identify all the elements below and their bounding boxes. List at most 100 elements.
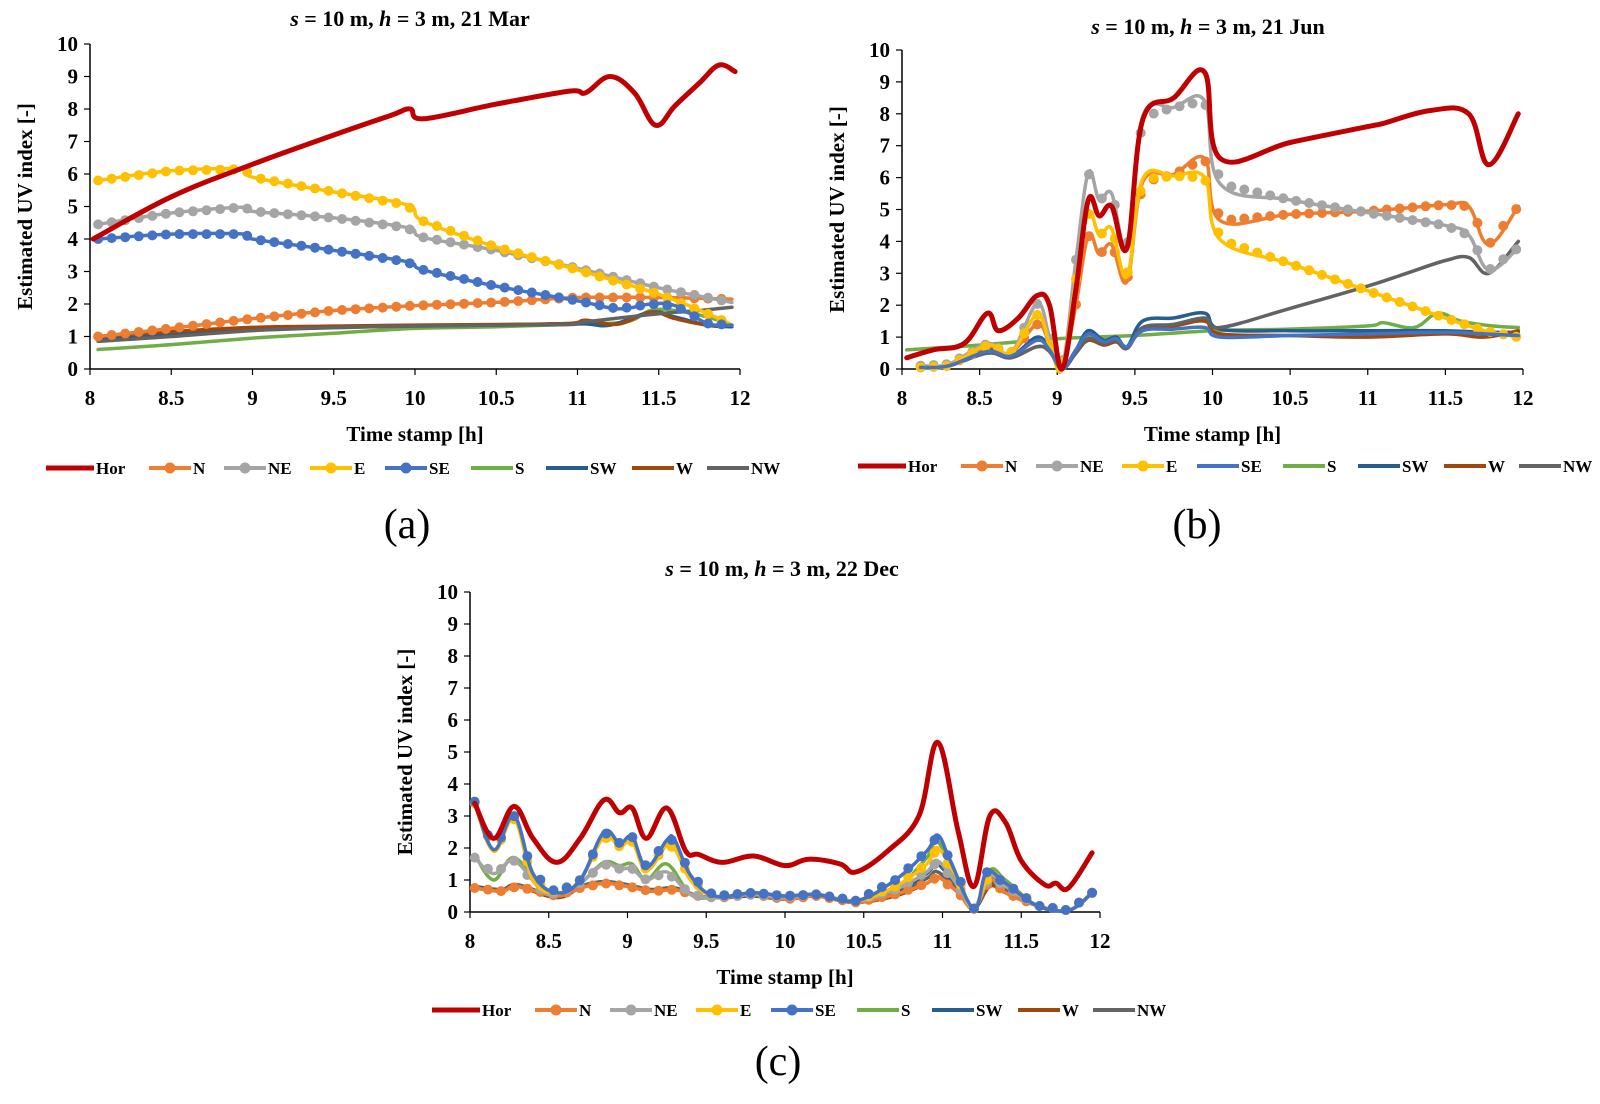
series-marker-e	[621, 279, 632, 290]
series-marker-n	[1407, 202, 1418, 213]
series-marker-se	[758, 888, 769, 899]
series-marker-n	[621, 292, 632, 303]
series-marker-ne	[614, 863, 625, 874]
series-marker-e	[1174, 171, 1185, 182]
series-marker-n	[469, 883, 480, 893]
series-marker-e	[513, 248, 524, 259]
y-tick-label: 7	[448, 676, 459, 700]
series-marker-n	[188, 320, 198, 331]
series-marker-se	[526, 287, 537, 298]
y-tick-label: 7	[68, 130, 79, 154]
legend-label-nw: NW	[1137, 1001, 1166, 1020]
series-marker-e	[310, 183, 320, 194]
series-marker-e	[391, 198, 402, 208]
series-marker-n	[1187, 159, 1198, 170]
series-marker-e	[269, 176, 280, 187]
series-marker-ne	[1161, 104, 1172, 115]
series-marker-e	[120, 171, 131, 182]
series-marker-n	[377, 302, 388, 313]
legend-marker-n	[550, 1004, 562, 1016]
series-marker-e	[160, 166, 171, 177]
series-marker-e	[215, 164, 226, 175]
x-tick-label: 12	[1513, 386, 1534, 410]
legend-label-n: N	[193, 459, 206, 478]
y-tick-label: 3	[68, 260, 79, 284]
series-marker-se	[689, 311, 700, 322]
series-marker-n	[666, 884, 677, 895]
y-tick-label: 2	[880, 293, 891, 317]
series-marker-se	[798, 890, 809, 901]
series-marker-ne	[1446, 223, 1457, 233]
series-marker-e	[486, 240, 497, 251]
legend-label-e: E	[740, 1001, 751, 1020]
title-h: h	[379, 6, 391, 31]
series-marker-se	[404, 258, 415, 269]
series-marker-e	[1265, 251, 1276, 262]
series-marker-e	[540, 255, 551, 266]
series-marker-se	[431, 267, 442, 278]
series-marker-se	[472, 277, 483, 287]
series-marker-e	[1342, 278, 1353, 289]
y-tick-label: 9	[68, 65, 79, 89]
series-marker-e	[1407, 301, 1418, 312]
series-marker-n	[296, 308, 307, 319]
series-marker-se	[522, 851, 533, 862]
series-marker-se	[174, 229, 185, 240]
series-marker-e	[188, 165, 198, 176]
series-marker-se	[377, 253, 388, 263]
series-marker-ne	[1485, 264, 1496, 274]
series-marker-se	[745, 888, 756, 898]
series-marker-se	[215, 229, 226, 240]
series-marker-e	[553, 259, 564, 270]
series-marker-se	[188, 229, 198, 240]
title-s: s	[1090, 14, 1100, 39]
legend-marker-ne	[625, 1004, 637, 1016]
series-marker-e	[323, 185, 334, 196]
series-marker-se	[201, 229, 212, 240]
x-tick-label: 11	[568, 386, 588, 410]
x-tick-label: 9	[1052, 386, 1063, 410]
series-marker-n	[255, 312, 266, 323]
series-marker-n	[635, 292, 646, 303]
series-marker-e	[445, 225, 456, 236]
legend: Hor N NE E SE S SW W NW	[858, 457, 1592, 476]
legend-label-e: E	[1166, 457, 1177, 476]
title-eq1: = 10 m,	[674, 556, 754, 581]
y-tick-label: 10	[437, 580, 458, 604]
series-marker-e	[567, 263, 578, 274]
series-marker-ne	[929, 859, 940, 870]
title-eq1: = 10 m,	[299, 6, 379, 31]
y-tick-label: 0	[880, 357, 891, 381]
series-marker-se	[824, 891, 835, 902]
series-marker-e	[93, 175, 104, 186]
series-marker-ne	[496, 864, 506, 874]
legend-label-e: E	[354, 459, 365, 478]
series-marker-ne	[627, 863, 638, 874]
series-marker-se	[364, 250, 375, 261]
series-marker-n	[1226, 214, 1237, 225]
legend-marker-ne	[239, 462, 251, 474]
series-marker-e	[1122, 267, 1133, 278]
series-marker-se	[640, 860, 651, 871]
series-marker-ne	[675, 287, 686, 298]
y-tick-label: 2	[68, 292, 79, 316]
series-marker-n	[1096, 247, 1107, 258]
series-marker-e	[1213, 227, 1224, 238]
series-marker-se	[942, 850, 953, 861]
x-tick-label: 12	[730, 386, 751, 410]
series-marker-e	[1355, 283, 1366, 294]
series-marker-e	[1472, 323, 1483, 334]
series-marker-ne	[459, 239, 469, 250]
series-marker-e	[472, 235, 483, 246]
series-marker-n	[509, 882, 520, 893]
title-s: s	[289, 6, 299, 31]
series-marker-se	[418, 264, 429, 275]
y-tick-label: 7	[880, 134, 891, 158]
series-line-hor	[472, 739, 1095, 893]
series-marker-n	[364, 303, 375, 314]
series-marker-e	[1368, 288, 1379, 298]
series-marker-se	[679, 857, 690, 868]
series-marker-se	[1074, 897, 1084, 908]
series-marker-se	[811, 889, 822, 900]
